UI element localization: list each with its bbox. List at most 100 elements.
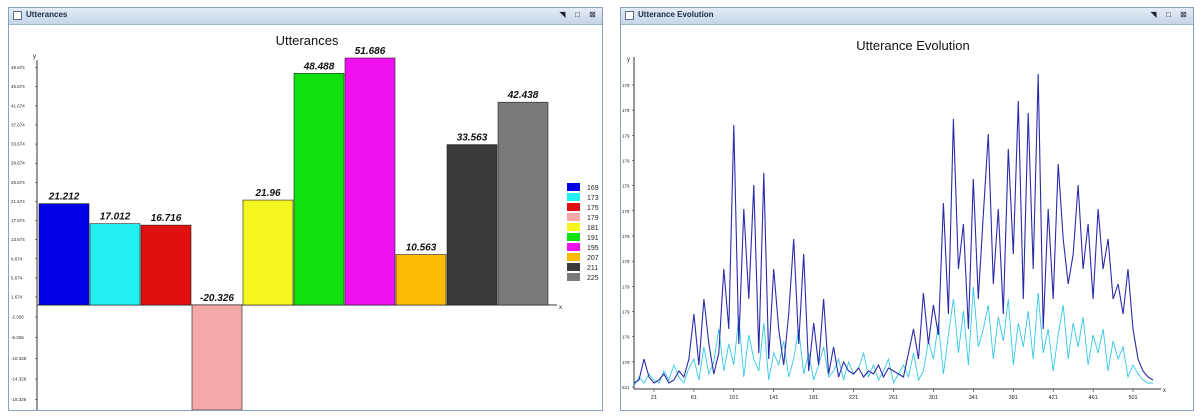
- y-tick-label: 45.674: [11, 84, 25, 89]
- bar-value-label: 33.563: [457, 133, 488, 144]
- y-tick-label: 29.674: [11, 161, 25, 166]
- close-icon[interactable]: ⊠: [1180, 10, 1187, 19]
- y-tick-label: 17.674: [11, 218, 25, 223]
- y-tick-label: 21.674: [11, 199, 25, 204]
- close-icon[interactable]: ⊠: [589, 10, 596, 19]
- legend-swatch-179: [567, 213, 580, 221]
- x-tick-label: 301: [929, 395, 938, 401]
- y-tick-label: 179: [622, 360, 630, 365]
- y-tick-label: 41.674: [11, 103, 25, 108]
- legend-swatch-191: [567, 233, 580, 241]
- legend-label-225: 225: [587, 275, 599, 282]
- window-title: Utterance Evolution: [638, 10, 714, 19]
- legend-swatch-195: [567, 243, 580, 251]
- x-tick-label: 181: [809, 395, 818, 401]
- restore-icon[interactable]: ◥: [1150, 10, 1157, 19]
- bar-value-label: 21.212: [48, 192, 80, 203]
- maximize-icon[interactable]: □: [575, 10, 580, 19]
- utterances-window: Utterances ◥ □ ⊠ Utterances y x 49.674 45.6…: [8, 7, 603, 411]
- legend-swatch-181: [567, 223, 580, 231]
- legend-swatch-207: [567, 253, 580, 261]
- bar-value-label: 10.563: [406, 243, 437, 254]
- y-tick-label: 179: [622, 284, 630, 289]
- x-tick-label: 61: [691, 395, 697, 401]
- bar-value-label: 17.012: [100, 212, 131, 223]
- x-tick-label: 461: [1089, 395, 1098, 401]
- y-tick-label: 179: [622, 209, 630, 214]
- x-tick-label: 501: [1128, 395, 1137, 401]
- y-tick-label: 25.674: [11, 180, 25, 185]
- legend-label-173: 173: [587, 195, 599, 202]
- x-tick-label: 341: [969, 395, 978, 401]
- x-tick-label: 261: [889, 395, 898, 401]
- bar-value-label: 48.488: [303, 61, 335, 72]
- legend-label-179: 179: [587, 215, 599, 222]
- y-tick-label: 179: [622, 335, 630, 340]
- window-icon: [13, 11, 22, 20]
- bar-191: [293, 72, 345, 306]
- y-tick-label: 33.674: [11, 142, 25, 147]
- legend-label-195: 195: [587, 245, 599, 252]
- y-tick-label: 179: [622, 184, 630, 189]
- legend-label-175: 175: [587, 205, 599, 212]
- series-line-cyan: [633, 286, 1153, 387]
- x-axis-letter: x: [1163, 388, 1166, 394]
- evolution-titlebar[interactable]: Utterance Evolution ◥ □ ⊠: [621, 8, 1193, 25]
- legend-label-181: 181: [587, 225, 599, 232]
- legend-swatch-175: [567, 203, 580, 211]
- y-tick-label: 1.674: [11, 295, 23, 300]
- legend-label-169: 169: [587, 185, 599, 192]
- x-tick-label: 141: [769, 395, 778, 401]
- legend-swatch-169: [567, 183, 580, 191]
- bar-211: [446, 144, 498, 306]
- y-tick-label: -2.326: [11, 315, 24, 320]
- legend-swatch-225: [567, 273, 580, 281]
- bar-value-label: 51.686: [355, 46, 386, 57]
- bar-207: [395, 254, 447, 306]
- utterance-evolution-window: Utterance Evolution ◥ □ ⊠ Utterance Evol…: [620, 7, 1194, 411]
- bar-value-label: 21.96: [254, 188, 280, 199]
- x-tick-label: 381: [1009, 395, 1018, 401]
- x-tick-label: 221: [849, 395, 858, 401]
- y-tick-label: -6.326: [11, 335, 24, 340]
- y-tick-label: 179: [622, 133, 630, 138]
- legend-swatch-173: [567, 193, 580, 201]
- bar-value-label: 42.438: [507, 90, 539, 101]
- bar-225: [497, 101, 549, 306]
- legend-swatch-211: [567, 263, 580, 271]
- y-axis-letter: y: [627, 57, 630, 63]
- bar-179: [191, 304, 243, 410]
- y-tick-label: 5.674: [11, 275, 23, 280]
- x-axis-letter: x: [559, 305, 562, 311]
- bar-169: [38, 203, 90, 306]
- utterance-evolution-line-chart: Utterance Evolution y x 21 61 101 141 181 221 26…: [622, 38, 1166, 401]
- y-tick-label: 179: [622, 310, 630, 315]
- legend-label-191: 191: [587, 235, 599, 242]
- y-tick-label: 13.674: [11, 237, 25, 242]
- window-title: Utterances: [26, 10, 68, 19]
- chart-title: Utterances: [276, 33, 339, 48]
- legend-label-207: 207: [587, 255, 599, 262]
- maximize-icon[interactable]: □: [1166, 10, 1171, 19]
- bar-181: [242, 199, 294, 306]
- bar-195: [344, 57, 396, 306]
- y-tick-label: -14.326: [11, 377, 27, 382]
- y-tick-label: -18.326: [11, 397, 27, 402]
- y-tick-label: 521: [622, 385, 630, 390]
- y-axis-letter: y: [33, 54, 36, 60]
- y-tick-label: -10.326: [11, 356, 27, 361]
- window-icon: [625, 11, 634, 20]
- bar-value-label: -20.326: [200, 293, 234, 304]
- x-tick-label: 101: [729, 395, 738, 401]
- y-tick-label: 37.674: [11, 122, 25, 127]
- y-tick-label: 179: [622, 83, 630, 88]
- y-tick-label: 49.674: [11, 65, 25, 70]
- utterances-titlebar[interactable]: Utterances ◥ □ ⊠: [9, 8, 602, 25]
- y-tick-label: 179: [622, 108, 630, 113]
- x-tick-label: 421: [1049, 395, 1058, 401]
- y-tick-label: 179: [622, 234, 630, 239]
- chart-title: Utterance Evolution: [856, 38, 969, 53]
- restore-icon[interactable]: ◥: [559, 10, 566, 19]
- y-tick-label: 179: [622, 259, 630, 264]
- x-tick-label: 21: [651, 395, 657, 401]
